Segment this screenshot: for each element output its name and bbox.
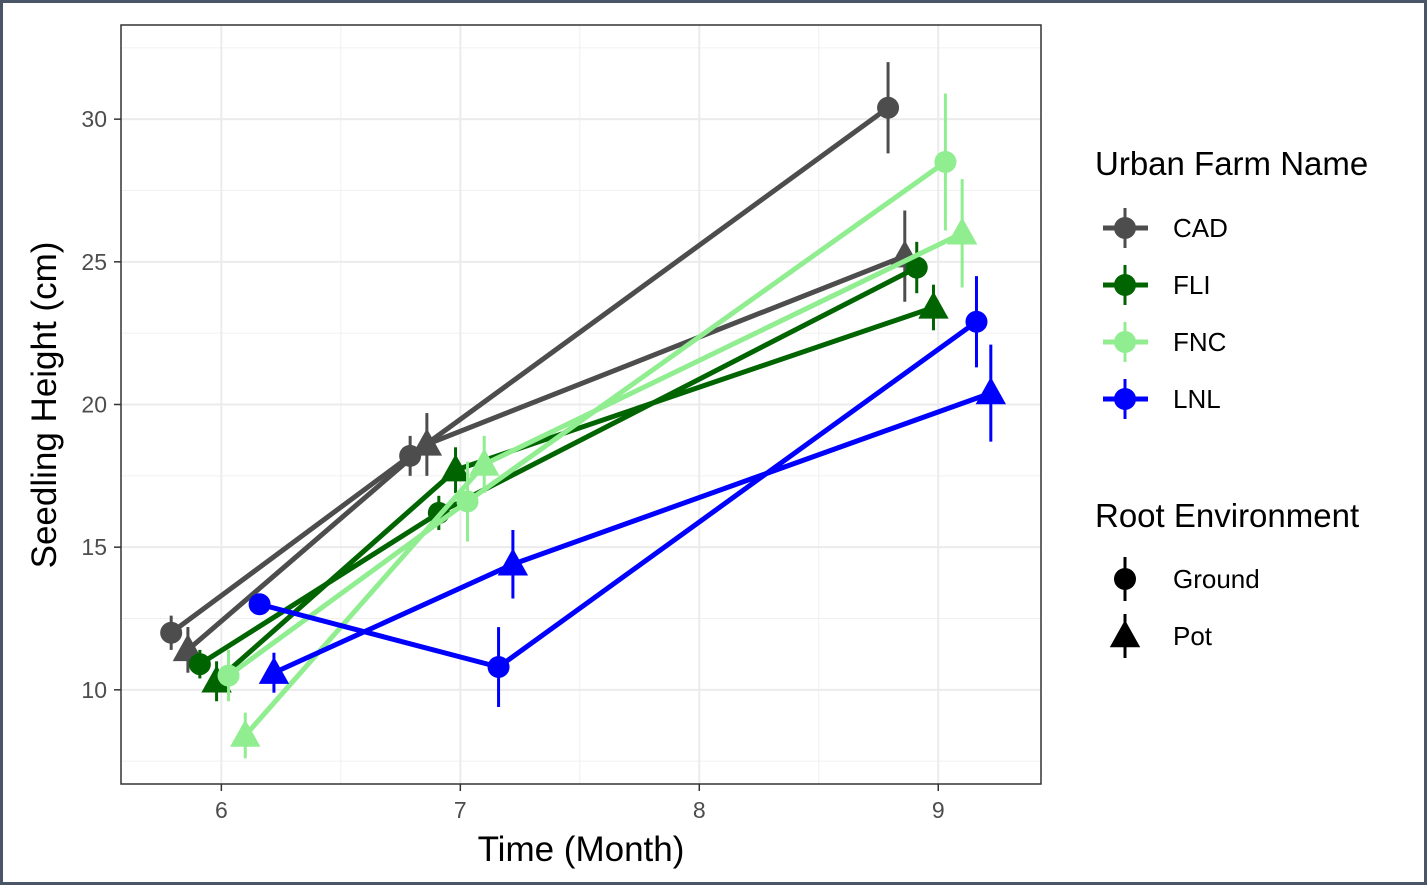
x-tick-label: 6: [215, 797, 228, 823]
y-tick-label: 30: [81, 106, 107, 132]
series-lnl-ground: [248, 276, 988, 707]
data-point: [877, 96, 900, 119]
legend-item-fli: FLI: [1103, 265, 1211, 305]
data-point: [411, 428, 443, 456]
data-point: [946, 217, 978, 245]
legend-label: CAD: [1173, 213, 1228, 243]
legend-label: FNC: [1173, 327, 1226, 357]
series-lnl-pot: [258, 344, 1007, 693]
legend-label: Ground: [1173, 564, 1260, 594]
data-point: [934, 150, 957, 173]
legend-shape-title: Root Environment: [1095, 497, 1359, 534]
data-point: [965, 310, 988, 333]
data-point: [975, 377, 1007, 405]
axes: 6 7 8 9 10 15 20 25 30: [81, 106, 944, 823]
x-tick-label: 9: [932, 797, 945, 823]
legend-key-point: [1109, 620, 1141, 648]
y-tick-label: 20: [81, 392, 107, 418]
data-point: [160, 621, 183, 644]
y-tick-label: 25: [81, 249, 107, 275]
legend-label: FLI: [1173, 270, 1211, 300]
data-point: [918, 291, 949, 319]
y-tick-label: 15: [81, 534, 107, 560]
legend-item-pot: Pot: [1109, 614, 1213, 658]
legend-label: Pot: [1173, 621, 1213, 651]
data-point: [201, 665, 232, 693]
legend-key-point: [1114, 274, 1136, 296]
data-point: [456, 490, 479, 513]
legend-item-lnl: LNL: [1103, 379, 1221, 419]
y-axis-title: Seedling Height (cm): [25, 242, 64, 569]
data-point: [905, 256, 928, 279]
legend-item-ground: Ground: [1114, 557, 1260, 601]
x-tick-label: 7: [454, 797, 467, 823]
legend-color: Urban Farm Name CAD FLI FNC LNL: [1095, 145, 1368, 419]
legend-item-fnc: FNC: [1103, 322, 1226, 362]
data-point: [217, 664, 240, 687]
legend-key-point: [1114, 568, 1136, 590]
legend-key-point: [1114, 217, 1136, 239]
data-point: [188, 653, 211, 676]
series-layer: [160, 62, 1007, 759]
legend-key-point: [1114, 331, 1136, 353]
data-point: [248, 593, 271, 616]
data-point: [469, 448, 500, 476]
series-fnc-pot: [230, 179, 978, 759]
legend-color-title: Urban Farm Name: [1095, 145, 1368, 182]
legend-key-point: [1114, 388, 1136, 410]
data-point: [258, 656, 290, 684]
legend-label: LNL: [1173, 384, 1221, 414]
legend-shape: Root Environment Ground Pot: [1095, 497, 1359, 658]
y-tick-label: 10: [81, 677, 107, 703]
chart: 6 7 8 9 10 15 20 25 30 Time (Month) Seedling Hei…: [25, 24, 1368, 869]
data-point: [440, 454, 471, 482]
data-point: [487, 656, 510, 679]
data-point: [230, 719, 261, 747]
x-tick-label: 8: [693, 797, 706, 823]
legend-item-cad: CAD: [1103, 208, 1228, 248]
x-axis-title: Time (Month): [478, 830, 685, 869]
series-fli-pot: [201, 284, 949, 702]
data-point: [497, 548, 529, 576]
